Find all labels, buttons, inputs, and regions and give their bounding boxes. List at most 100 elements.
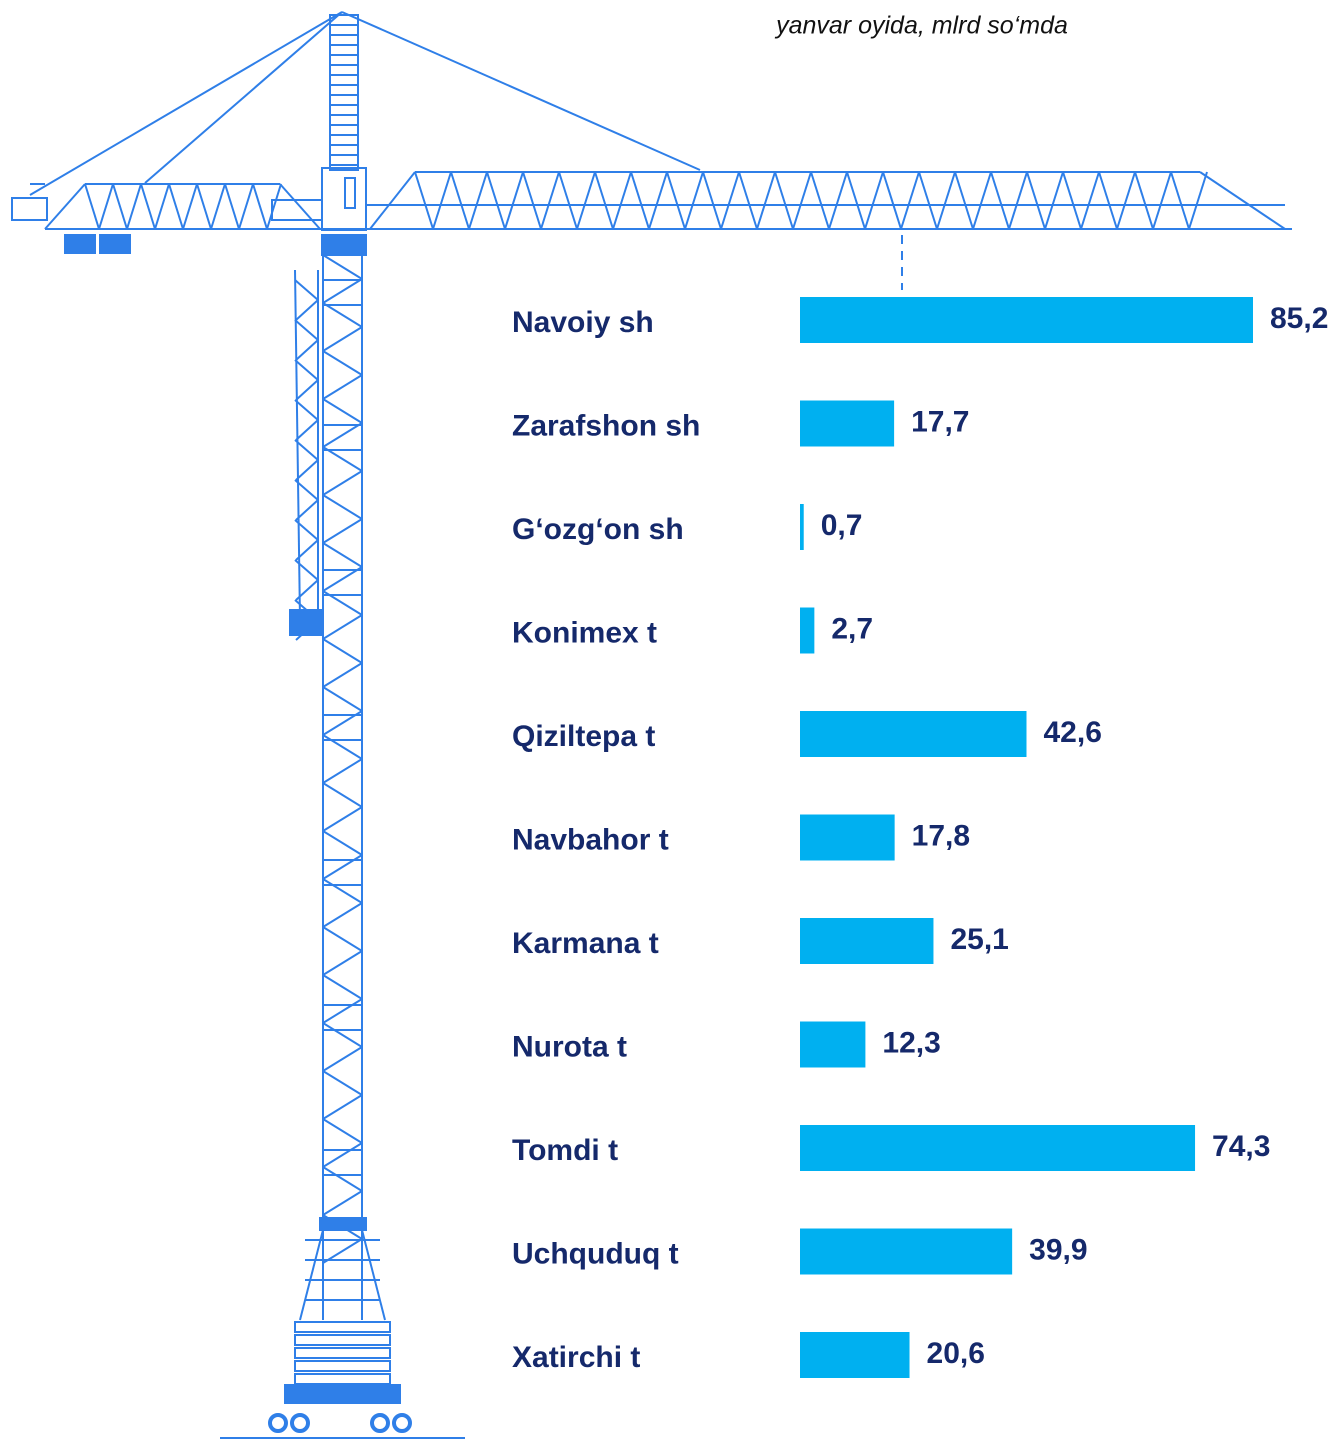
crane-part [322,1142,363,1168]
crane-part [468,171,488,230]
crane-part [294,1334,391,1346]
value-label: 12,3 [882,1026,940,1059]
crane-part [648,171,668,230]
crane-wheel [370,1413,390,1433]
crane-part [918,171,938,230]
crane-part [432,171,452,230]
crane-part [1044,171,1064,230]
crane-part [321,234,367,256]
crane-part [1134,171,1154,230]
crane-part [990,171,1010,230]
crane-part [322,518,363,544]
crane-part [84,183,100,230]
crane-part [294,269,301,621]
crane-part [1008,171,1028,230]
crane-part [1188,171,1208,230]
category-label: Navbahor t [512,823,669,856]
value-label: 25,1 [950,923,1008,956]
crane-part [322,1004,363,1031]
crane-part [1116,171,1136,230]
crane-part [144,11,343,184]
crane-part [756,171,776,230]
crane-part [522,171,542,230]
crane-illustration [11,11,1292,1439]
bar [800,1332,910,1378]
crane-part [154,183,170,230]
crane-part [504,171,524,230]
crane-part [168,183,184,230]
crane-part [322,1070,363,1096]
bar [800,918,934,964]
crane-part [576,171,596,230]
crane-part [329,14,359,171]
crane-part [299,1229,324,1321]
crane-part [322,1149,363,1176]
crane-part [612,171,632,230]
crane-part [738,171,758,230]
crane-part [720,171,740,230]
crane-part [322,569,363,596]
crane-part [558,171,578,230]
crane-part [319,1217,367,1231]
value-label: 42,6 [1044,716,1102,749]
category-label: Tomdi t [512,1134,618,1167]
category-label: Nurota t [512,1030,627,1063]
crane-part [322,494,363,520]
crane-part [1199,171,1286,230]
crane-part [322,1094,363,1120]
value-label: 17,8 [912,819,970,852]
crane-part [322,614,363,640]
value-label: 39,9 [1029,1233,1087,1266]
crane-part [295,499,319,521]
crane-wheel [290,1413,310,1433]
crane-part [972,171,992,230]
crane-part [295,299,319,321]
crane-part [486,171,506,230]
value-label: 20,6 [927,1337,985,1370]
bar [800,1125,1196,1171]
category-label: Navoiy sh [512,306,654,339]
crane-part [322,1166,363,1192]
bar [800,1021,866,1068]
crane-part [322,638,363,664]
value-label: 17,7 [911,405,969,438]
crane-part [322,1022,363,1048]
crane-part [954,171,974,230]
category-label: Zarafshon sh [512,409,700,442]
crane-part [294,559,319,581]
crane-part [322,326,363,352]
crane-part [322,542,363,568]
crane-part [936,171,956,230]
crane-part [294,279,319,301]
crane-part [322,878,363,904]
bar [800,504,804,550]
crane-part [450,171,470,230]
crane-part [289,609,323,636]
bar [800,607,815,654]
crane-part [702,171,722,230]
crane-part [900,171,920,230]
category-label: Karmana t [512,927,659,960]
crane-wheel [392,1413,412,1433]
value-label: 85,2 [1270,302,1328,335]
crane-part [322,998,363,1024]
crane-part [864,171,884,230]
crane-part [792,171,812,230]
crane-part [322,1118,363,1144]
crane-part [1026,171,1046,230]
crane-part [322,854,363,880]
bar [800,297,1253,343]
crane-part [140,183,156,230]
crane-part [322,470,363,496]
crane-part [322,1190,363,1216]
value-label: 2,7 [831,612,873,645]
crane-part [344,177,356,209]
bar [800,1228,1013,1275]
crane-part [294,479,319,501]
crane-part [196,183,212,230]
value-label: 74,3 [1212,1130,1270,1163]
crane-part [322,926,363,952]
bar [800,814,895,861]
crane-part [1062,171,1082,230]
crane-wheel [268,1413,288,1433]
